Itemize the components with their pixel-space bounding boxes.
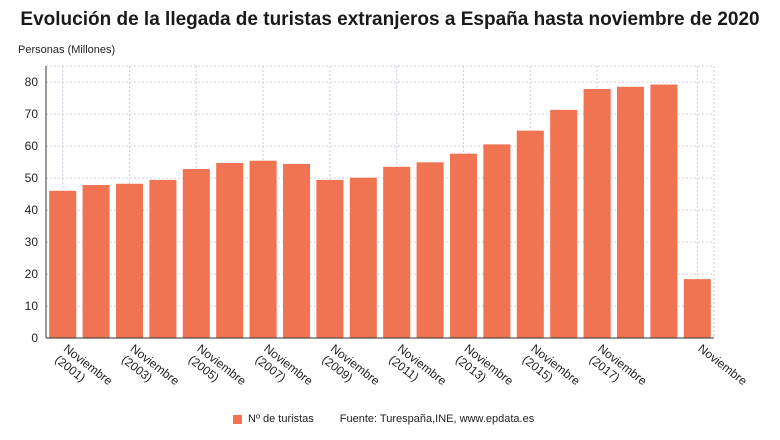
chart-title: Evolución de la llegada de turistas extr… [20,9,760,30]
x-tick-label: Noviembre(2015) [520,341,583,399]
y-tick-label: 70 [25,107,39,121]
bar-2019 [650,84,678,338]
bar-2007 [249,160,277,338]
bar-2017 [583,89,611,338]
bar-2001 [49,190,77,338]
bar-2003 [115,183,144,338]
bar-2012 [416,162,444,338]
bar-2018 [616,86,645,338]
x-tick-label: Noviembre(2005) [186,341,249,399]
bar-2011 [383,166,411,338]
legend: Nº de turistas Fuente: Turespaña,INE, ww… [233,413,534,425]
y-tick-label: 50 [25,171,39,185]
y-tick-label: 20 [25,267,39,281]
x-tick-label: Noviembre(2013) [453,341,516,399]
bar-2005 [182,169,210,338]
bar-2008 [282,163,311,338]
legend-label: Nº de turistas [248,413,314,425]
bar-2010 [349,177,377,338]
bar-2015 [516,130,544,338]
bar-2006 [216,162,244,338]
y-tick-label: 30 [25,235,39,249]
y-tick-label: 10 [25,299,39,313]
y-axis-label: Personas (Millones) [18,44,116,56]
source-note: Fuente: Turespaña,INE, www.epdata.es [339,413,535,425]
y-tick-label: 40 [25,203,39,217]
x-tick-label: Noviembre(2003) [119,341,182,399]
bar-2014 [483,144,511,338]
x-tick-label: Noviembre(2017) [587,341,650,399]
bar-2002 [82,185,110,338]
bar-2004 [149,179,177,338]
bar-2009 [316,179,344,338]
bar-2016 [550,109,578,338]
x-tick-label: Noviembre(2001) [52,341,115,399]
x-tick-label: Noviembre(2007) [253,341,316,399]
bar-2013 [449,153,478,338]
y-tick-label: 80 [25,75,39,89]
x-tick-label: Noviembre(2009) [319,341,382,399]
x-tick-label: Noviembre [695,341,750,388]
y-tick-label: 0 [31,331,38,345]
bar-2020 [683,279,711,338]
y-tick-label: 60 [25,139,39,153]
legend-swatch [233,414,242,424]
x-tick-label: Noviembre(2011) [386,341,449,399]
